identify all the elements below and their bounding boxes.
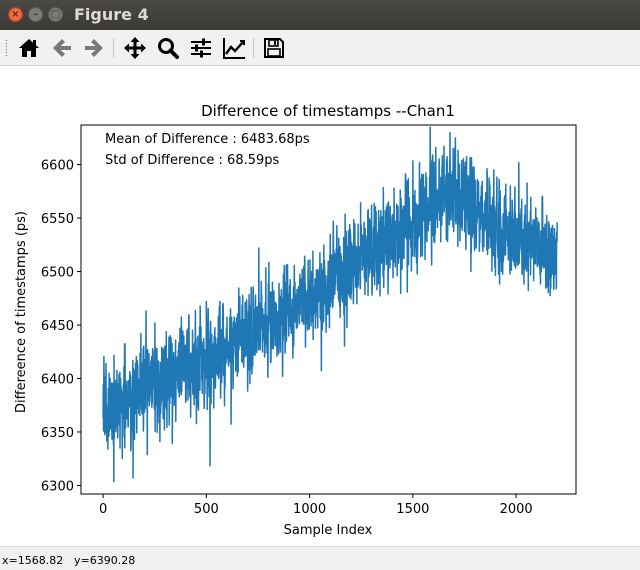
y-tick-label: 6400 bbox=[41, 372, 74, 387]
minimize-icon[interactable]: – bbox=[28, 7, 43, 22]
navigation-toolbar bbox=[0, 30, 640, 66]
x-axis-label: Sample Index bbox=[284, 523, 373, 538]
y-tick-label: 6300 bbox=[41, 479, 74, 494]
chart-title: Difference of timestamps --Chan1 bbox=[201, 102, 455, 120]
x-tick-label: 2000 bbox=[500, 502, 533, 517]
sliders-icon bbox=[191, 38, 211, 58]
y-tick-label: 6450 bbox=[41, 319, 74, 334]
axes-frame bbox=[80, 124, 577, 495]
series-line bbox=[102, 126, 558, 483]
back-button[interactable] bbox=[49, 35, 75, 61]
arrow-left-icon bbox=[53, 39, 71, 57]
figure-canvas[interactable]: Difference of timestamps --Chan1 0 500 100… bbox=[0, 66, 640, 546]
x-tick-label: 1500 bbox=[396, 502, 429, 517]
toolbar-separator bbox=[113, 38, 114, 58]
y-tick-label: 6600 bbox=[41, 159, 74, 174]
floppy-disk-icon bbox=[264, 38, 284, 58]
edit-axis-button[interactable] bbox=[221, 35, 247, 61]
y-tick-label: 6550 bbox=[41, 212, 74, 227]
stat-annotation: Mean of Difference : 6483.68ps bbox=[105, 132, 310, 147]
move-icon bbox=[124, 37, 146, 59]
home-icon bbox=[19, 39, 39, 57]
line-chart-icon bbox=[223, 38, 245, 59]
annotation-group: Mean of Difference : 6483.68ps Std of Dif… bbox=[105, 132, 310, 168]
forward-button[interactable] bbox=[81, 35, 107, 61]
maximize-icon[interactable]: □ bbox=[48, 7, 63, 22]
toolbar-separator bbox=[253, 38, 254, 58]
window-title: Figure 4 bbox=[74, 5, 149, 24]
pan-button[interactable] bbox=[122, 35, 148, 61]
arrow-right-icon bbox=[85, 39, 103, 57]
y-axis-label: Differeence of timestamps (ps) bbox=[14, 211, 29, 413]
home-button[interactable] bbox=[16, 35, 42, 61]
x-tick-label: 500 bbox=[194, 502, 219, 517]
plot-area: 0 500 1000 1500 2000 6300 6350 6400 6450 6500 6550… bbox=[41, 124, 577, 517]
y-tick-label: 6500 bbox=[41, 266, 74, 281]
x-tick-label: 1000 bbox=[293, 502, 326, 517]
stat-annotation: Std of Difference : 68.59ps bbox=[105, 153, 280, 168]
magnifier-icon bbox=[158, 38, 179, 59]
configure-subplots-button[interactable] bbox=[188, 35, 214, 61]
y-tick-label: 6350 bbox=[41, 426, 74, 441]
x-tick-label: 0 bbox=[99, 502, 107, 517]
y-coordinate-readout: y=6390.28 bbox=[74, 554, 136, 567]
chart[interactable]: Difference of timestamps --Chan1 0 500 100… bbox=[0, 66, 640, 546]
status-bar: x=1568.82 y=6390.28 bbox=[0, 546, 640, 570]
toolbar-grip[interactable] bbox=[5, 39, 8, 57]
zoom-button[interactable] bbox=[155, 35, 181, 61]
window-titlebar: × – □ Figure 4 bbox=[0, 0, 640, 30]
save-button[interactable] bbox=[261, 35, 287, 61]
close-icon[interactable]: × bbox=[8, 7, 23, 22]
x-coordinate-readout: x=1568.82 bbox=[2, 554, 64, 567]
